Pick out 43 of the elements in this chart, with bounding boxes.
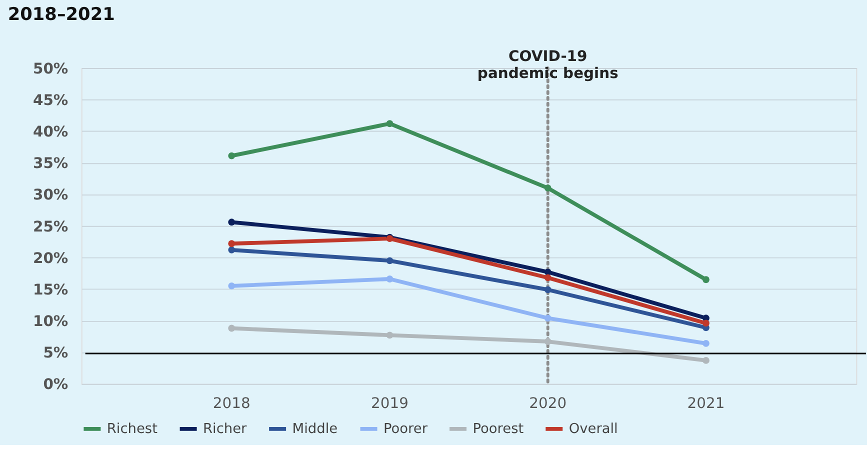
legend-label: Middle (292, 420, 338, 437)
y-tick-label: 10% (32, 313, 68, 330)
point (228, 152, 236, 160)
point (544, 338, 552, 345)
point (544, 184, 552, 192)
point (702, 340, 710, 347)
chart-title: 2018–2021 (8, 4, 115, 25)
x-tick-label: 2020 (529, 394, 567, 412)
point (386, 120, 394, 128)
point (544, 286, 552, 294)
point (544, 268, 552, 276)
point (544, 314, 552, 322)
y-tick-label: 50% (32, 60, 68, 78)
ref-line-label: COVID-19 pandemic begins (477, 48, 619, 82)
x-tick-label: 2019 (371, 394, 408, 412)
legend-label: Poorest (472, 420, 524, 437)
y-tick-label: 45% (32, 92, 68, 110)
point (228, 282, 236, 290)
y-tick-label: 35% (32, 155, 68, 172)
point (702, 276, 710, 284)
point (386, 257, 394, 264)
y-tick-label: 0% (43, 376, 68, 394)
point (544, 274, 552, 282)
y-tick-label: 20% (32, 250, 68, 267)
legend-label: Poorer (383, 420, 428, 437)
y-tick-label: 15% (32, 281, 68, 298)
y-tick-label: 5% (43, 344, 68, 362)
point (228, 218, 236, 226)
point (702, 320, 710, 327)
point (228, 246, 236, 254)
point (228, 324, 236, 332)
legend-label: Overall (568, 420, 618, 437)
point (386, 332, 394, 339)
legend-label: Richest (106, 420, 158, 437)
y-tick-label: 25% (32, 218, 68, 236)
x-tick-label: 2018 (212, 394, 250, 412)
legend-label: Richer (203, 420, 248, 437)
x-tick-label: 2021 (687, 394, 725, 412)
point (386, 276, 394, 282)
point (702, 357, 710, 364)
point (228, 240, 236, 248)
y-tick-label: 30% (32, 186, 68, 204)
y-tick-label: 40% (32, 124, 68, 141)
